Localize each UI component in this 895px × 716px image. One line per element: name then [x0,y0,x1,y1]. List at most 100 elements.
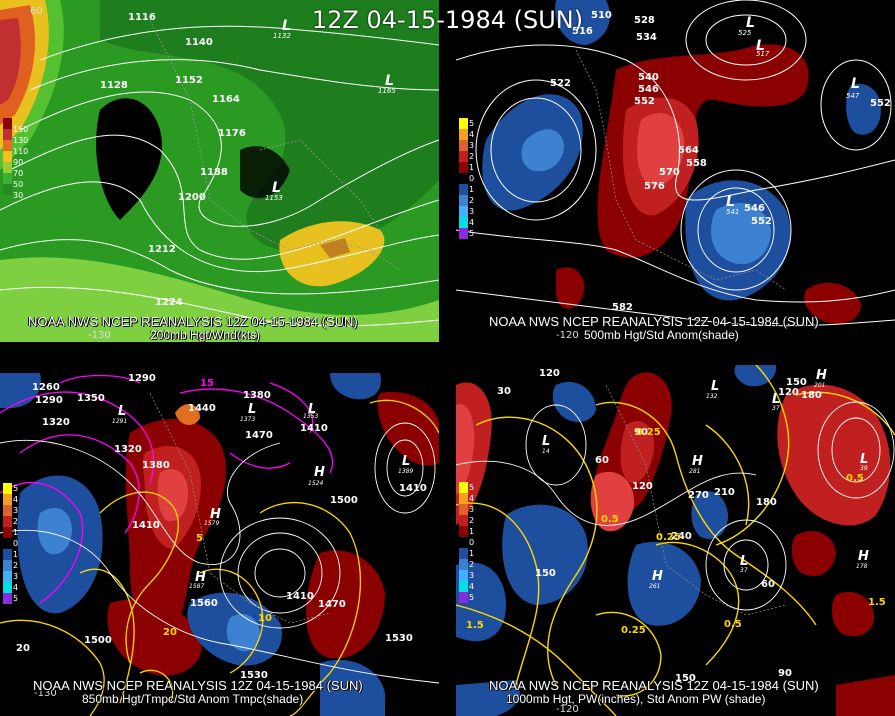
contour-label: 15 [200,378,214,389]
panel-subcaption: 1000mb Hgt, PW(inches), Std Anom PW (sha… [506,692,766,706]
high-pressure-value: 261 [649,583,660,590]
low-pressure-value: 1389 [398,468,413,475]
contour-label: 90 [634,427,648,438]
low-pressure-value: 1353 [303,413,318,420]
low-pressure-marker: L [726,194,735,210]
wind-speed-legend-labels: 150 130 110 90 70 50 30 [13,125,29,200]
contour-label: 60 [761,579,775,590]
high-pressure-marker: H [195,570,206,585]
high-pressure-value: 281 [689,468,700,475]
low-pressure-marker: L [118,404,126,419]
high-pressure-value: 1524 [308,480,323,487]
low-pressure-value: 1153 [265,194,283,202]
map-title: 12Z 04-15-1984 (SUN) [311,6,584,34]
longitude-label: 60 [30,6,43,17]
contour-label: 60 [595,455,609,466]
longitude-label: -130 [34,688,57,699]
low-pressure-value: 1132 [273,32,291,40]
std-anom-legend [3,483,12,604]
contour-label: 1530 [240,670,268,681]
low-pressure-marker: L [772,392,780,407]
std-anom-legend [459,118,468,239]
low-pressure-value: 547 [846,92,860,100]
contour-label: 1500 [84,635,112,646]
low-pressure-value: 14 [542,448,550,455]
contour-label: 150 [675,673,696,684]
contour-label: 1.5 [868,597,886,608]
contour-label: 1260 [32,382,60,393]
low-pressure-value: 1373 [240,416,255,423]
contour-label: 510 [591,10,612,21]
contour-label: 1500 [330,495,358,506]
contour-label: 564 [678,145,699,156]
contour-label: 180 [801,390,822,401]
std-anom-legend [459,482,468,603]
panel-850mb: 1260 1290 1350 1290 1320 1440 1380 1470 … [0,373,439,716]
low-pressure-marker: L [385,73,394,89]
contour-label: 1470 [318,599,346,610]
longitude-label: -130 [88,330,111,341]
low-pressure-marker: L [860,452,868,467]
contour-label: 120 [632,481,653,492]
low-pressure-marker: L [711,379,719,394]
contour-label: 582 [612,302,633,313]
low-pressure-marker: L [282,18,291,34]
contour-label: 1470 [245,430,273,441]
low-pressure-marker: L [272,180,281,196]
contour-label: 1410 [286,591,314,602]
low-pressure-marker: L [746,15,755,31]
contour-label: 1128 [100,80,128,91]
low-pressure-marker: L [756,38,765,54]
low-pressure-value: 39 [860,465,868,472]
contour-label: 1290 [35,395,63,406]
contour-label: 150 [786,377,807,388]
low-pressure-value: 1165 [378,87,396,95]
contour-label: 1164 [212,94,240,105]
high-pressure-marker: H [314,465,325,480]
contour-label: 1320 [42,417,70,428]
contour-label: 1560 [190,598,218,609]
low-pressure-value: 37 [772,405,780,412]
panel-caption: NOAA NWS NCEP REANALYSIS 12Z 04-15-1984 … [33,678,363,693]
contour-label: 1410 [300,423,328,434]
high-pressure-value: 201 [814,382,825,389]
panel-850mb-map: 1260 1290 1350 1290 1320 1440 1380 1470 … [0,373,439,716]
wind-speed-legend [3,118,12,195]
contour-label: 546 [638,84,659,95]
contour-label: 120 [778,387,799,398]
contour-label: 540 [638,72,659,83]
low-pressure-marker: L [851,76,860,92]
panel-1000mb-map: 120 30 150 180 120 90 60 120 270 210 180… [456,365,895,716]
contour-label: 270 [688,490,709,501]
contour-label: 516 [572,26,593,37]
low-pressure-marker: L [308,402,316,417]
longitude-label: -120 [556,330,579,341]
contour-label: 30 [497,386,511,397]
contour-label: 1380 [142,460,170,471]
contour-label: 1200 [178,192,206,203]
low-pressure-value: 525 [738,29,752,37]
contour-label: 552 [751,216,772,227]
contour-label: 0.5 [601,514,619,525]
contour-label: 0.5 [724,619,742,630]
contour-label: 1290 [128,373,156,384]
contour-label: 1320 [114,444,142,455]
contour-label: 1440 [188,403,216,414]
longitude-label: -120 [556,704,579,715]
low-pressure-marker: L [248,402,256,417]
high-pressure-marker: H [858,549,869,564]
contour-label: 210 [714,487,735,498]
contour-label: 1410 [132,520,160,531]
contour-label: 1140 [185,37,213,48]
panel-caption: NOAA NWS NCEP REANALYSIS 12Z 04-15-1984 … [28,314,358,329]
contour-label: 1152 [175,75,203,86]
low-pressure-marker: L [402,454,410,469]
low-pressure-value: 517 [756,50,770,58]
panel-caption: NOAA NWS NCEP REANALYSIS 12Z 04-15-1984 … [489,678,819,693]
contour-label: 1530 [385,633,413,644]
panel-subcaption: 200mb Hgt/Wnd(kts) [150,328,261,342]
high-pressure-value: 1579 [204,520,219,527]
panel-caption: NOAA NWS NCEP REANALYSIS 12Z 04-15-1984 … [489,314,819,329]
contour-label: 5 [196,533,203,544]
